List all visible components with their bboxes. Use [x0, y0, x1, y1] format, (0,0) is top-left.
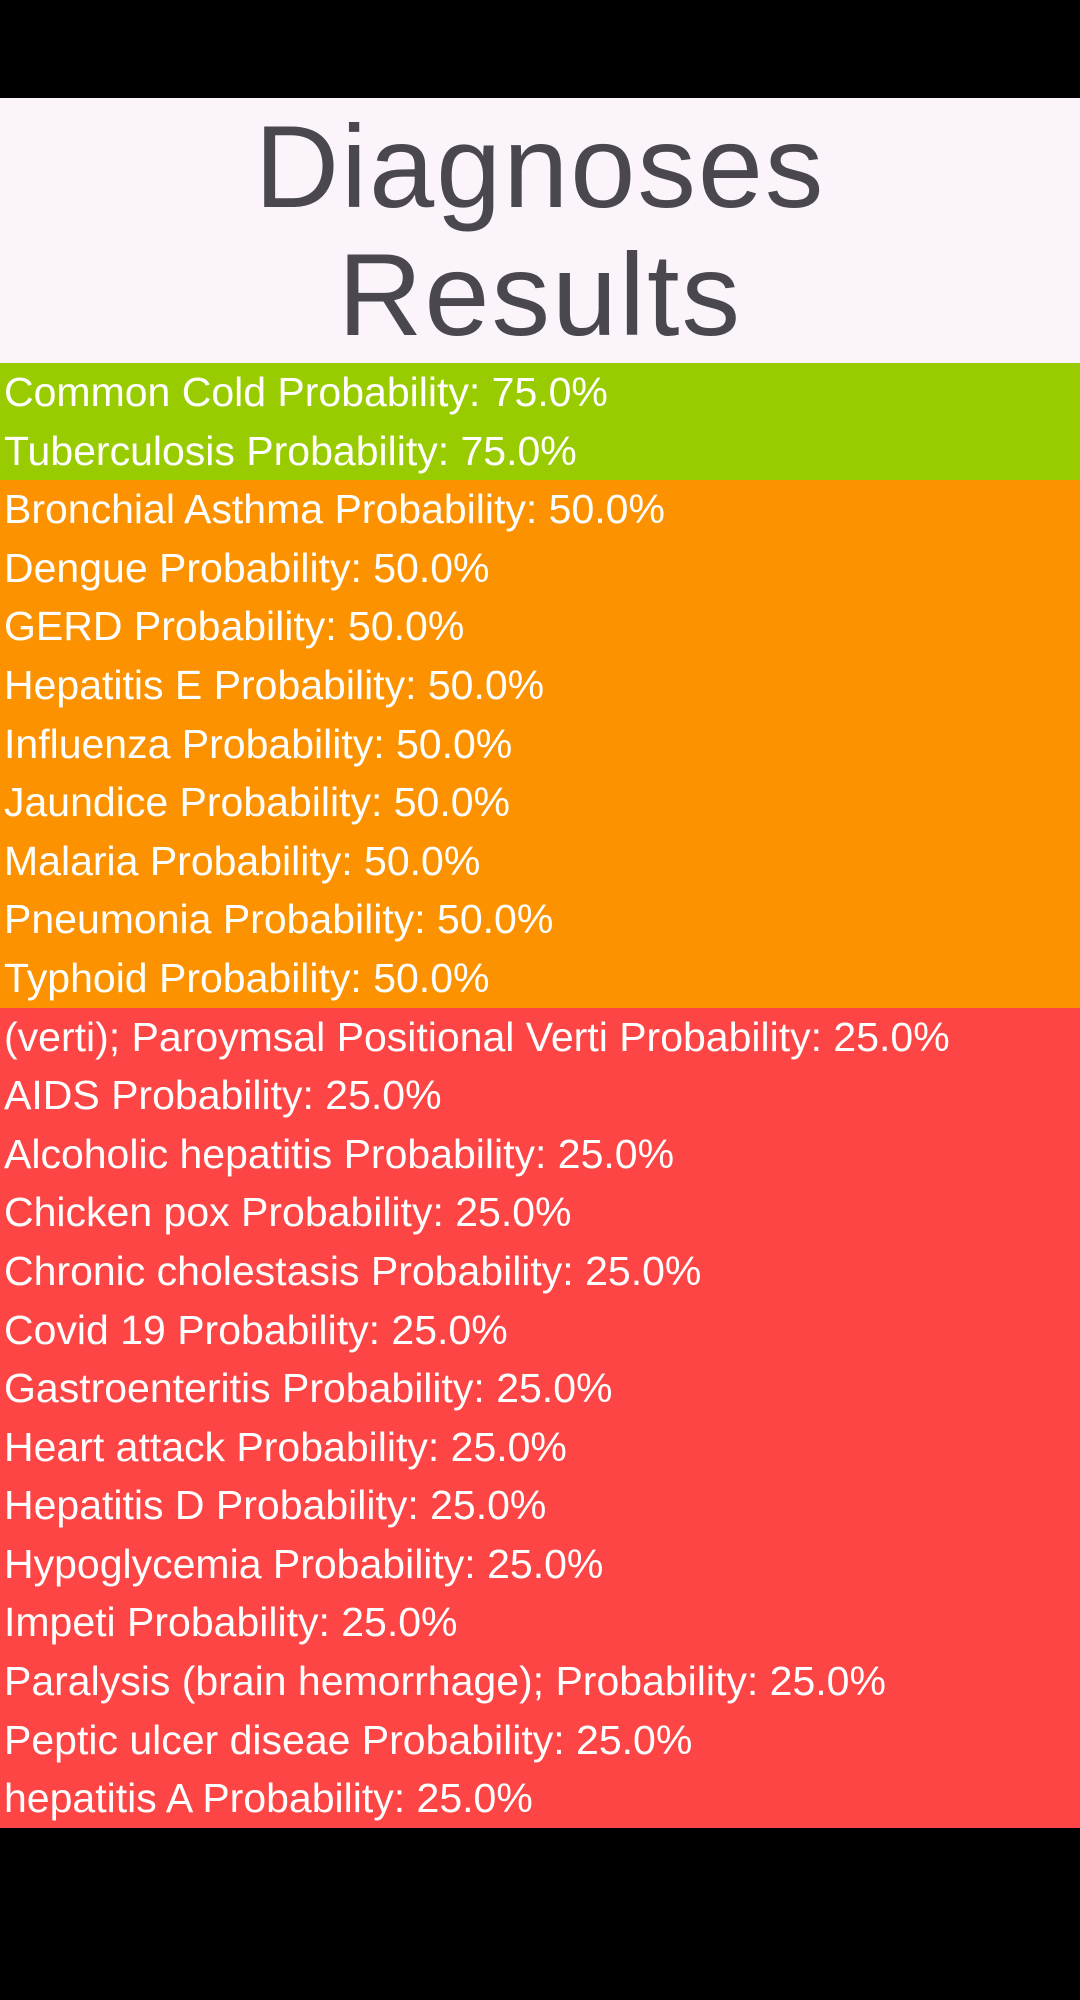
list-item: (verti); Paroymsal Positional Verti Prob… [0, 1007, 1080, 1067]
list-item: Bronchial Asthma Probability: 50.0% [0, 480, 1080, 539]
list-item: Pneumonia Probability: 50.0% [0, 890, 1080, 949]
list-item: Covid 19 Probability: 25.0% [0, 1300, 1080, 1360]
list-item: GERD Probability: 50.0% [0, 597, 1080, 656]
list-item: Peptic ulcer diseae Probability: 25.0% [0, 1710, 1080, 1770]
list-item: Malaria Probability: 50.0% [0, 831, 1080, 891]
header: Diagnoses Results [0, 98, 1080, 363]
list-item: Hepatitis E Probability: 50.0% [0, 655, 1080, 715]
page-title: Diagnoses Results [254, 100, 826, 360]
list-item: Alcoholic hepatitis Probability: 25.0% [0, 1124, 1080, 1184]
list-item: Tuberculosis Probability: 75.0% [0, 421, 1080, 481]
list-item: Typhoid Probability: 50.0% [0, 948, 1080, 1008]
navigation-bar [0, 1937, 1080, 2000]
list-item: Influenza Probability: 50.0% [0, 714, 1080, 774]
status-bar [0, 0, 1080, 98]
list-item: AIDS Probability: 25.0% [0, 1066, 1080, 1125]
list-item: Hepatitis D Probability: 25.0% [0, 1476, 1080, 1535]
diagnoses-list: Common Cold Probability: 75.0% Tuberculos… [0, 363, 1080, 1828]
list-item: Hypoglycemia Probability: 25.0% [0, 1534, 1080, 1594]
list-item: Impeti Probability: 25.0% [0, 1593, 1080, 1653]
list-item: Chronic cholestasis Probability: 25.0% [0, 1241, 1080, 1301]
list-item: Paralysis (brain hemorrhage); Probabilit… [0, 1652, 1080, 1711]
list-item: Heart attack Probability: 25.0% [0, 1417, 1080, 1477]
list-item: Common Cold Probability: 75.0% [0, 363, 1080, 422]
list-item: Gastroenteritis Probability: 25.0% [0, 1359, 1080, 1418]
list-item: Jaundice Probability: 50.0% [0, 773, 1080, 832]
list-item: Dengue Probability: 50.0% [0, 538, 1080, 598]
list-item: Chicken pox Probability: 25.0% [0, 1183, 1080, 1242]
list-item: hepatitis A Probability: 25.0% [0, 1769, 1080, 1828]
